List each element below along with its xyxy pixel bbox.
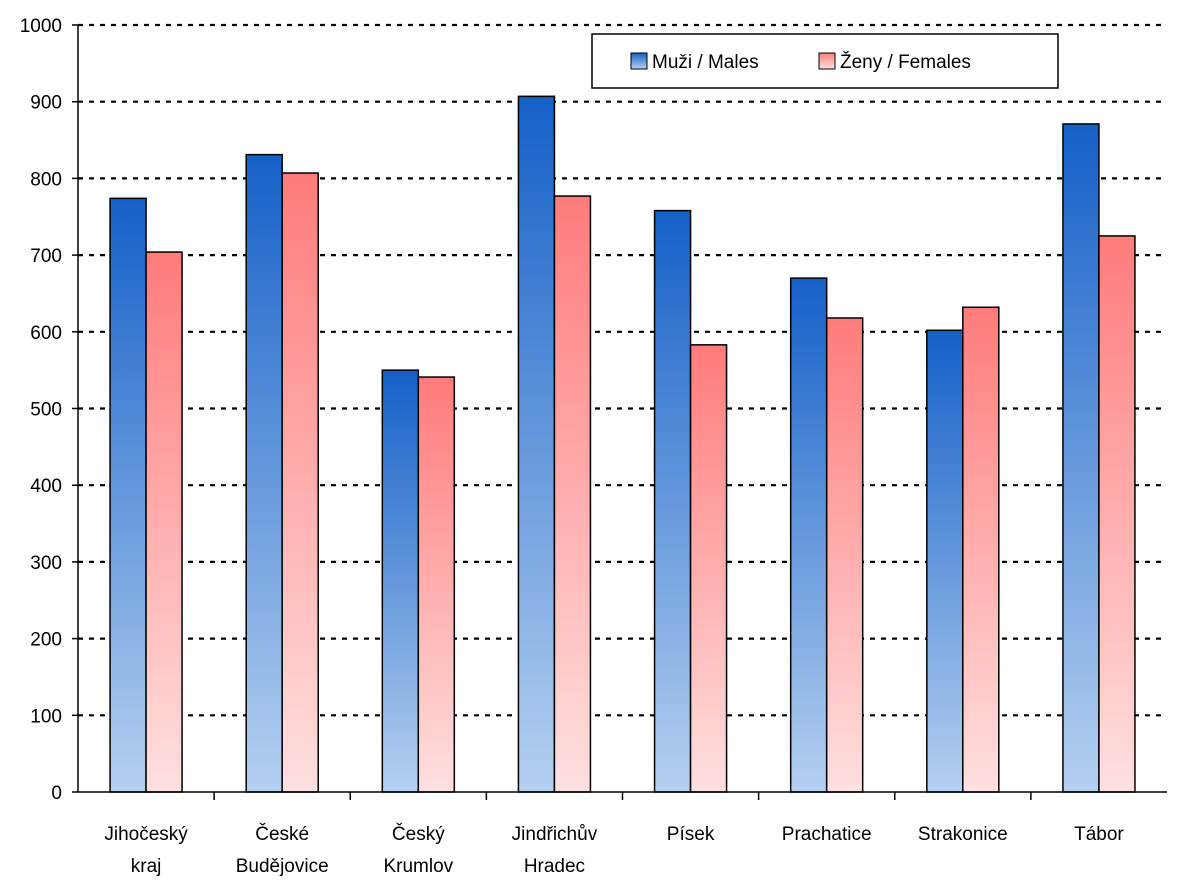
gridlines [78, 23, 1167, 717]
bar-females [281, 172, 319, 793]
y-axis-ticks: 0 100 200 300 400 500 600 700 800 900 1000 [20, 16, 78, 804]
x-axis-ticks: Jihočeský kraj České Budějovice Český Krumlov… [104, 792, 1124, 877]
y-tick-label: 800 [30, 169, 62, 190]
y-tick-label: 400 [30, 476, 62, 497]
x-tick-label: Tábor [1074, 824, 1124, 845]
y-tick-label: 300 [30, 553, 62, 574]
y-tick-label: 200 [30, 630, 62, 651]
x-tick-label: Strakonice [918, 824, 1008, 845]
bar-males [1062, 123, 1100, 793]
x-tick-label: Český Krumlov [383, 823, 453, 877]
legend-label-females: Ženy / Females [840, 51, 971, 73]
bar-females [825, 317, 864, 793]
y-tick-label: 1000 [20, 16, 62, 37]
x-tick-label: České Budějovice [236, 823, 329, 877]
legend-swatch-males [630, 52, 648, 70]
bar-females [145, 251, 183, 793]
legend: Muži / Males Ženy / Females [591, 33, 1059, 89]
bar-males [517, 95, 556, 793]
bars [109, 95, 1136, 793]
bar-females [417, 376, 456, 793]
bar-males [245, 153, 283, 793]
y-tick-label: 600 [30, 323, 62, 344]
y-tick-label: 0 [51, 783, 62, 804]
bar-females [962, 306, 1000, 793]
bar-females [553, 195, 592, 793]
legend-swatch-females [818, 52, 836, 70]
y-tick-label: 500 [30, 400, 62, 421]
x-tick-label: Jindřichův Hradec [512, 824, 598, 877]
bar-males [653, 209, 692, 793]
bar-males [926, 329, 964, 793]
x-tick-label: Jihočeský kraj [104, 824, 188, 877]
x-tick-label: Prachatice [782, 824, 872, 845]
x-tick-label: Písek [667, 824, 715, 845]
bar-females [1098, 235, 1136, 793]
bar-females [689, 344, 728, 793]
y-tick-label: 100 [30, 706, 62, 727]
legend-label-males: Muži / Males [652, 52, 759, 73]
bar-males [109, 197, 147, 793]
y-tick-label: 700 [30, 246, 62, 267]
bar-males [789, 277, 828, 793]
bar-males [381, 369, 420, 793]
y-tick-label: 900 [30, 93, 62, 114]
